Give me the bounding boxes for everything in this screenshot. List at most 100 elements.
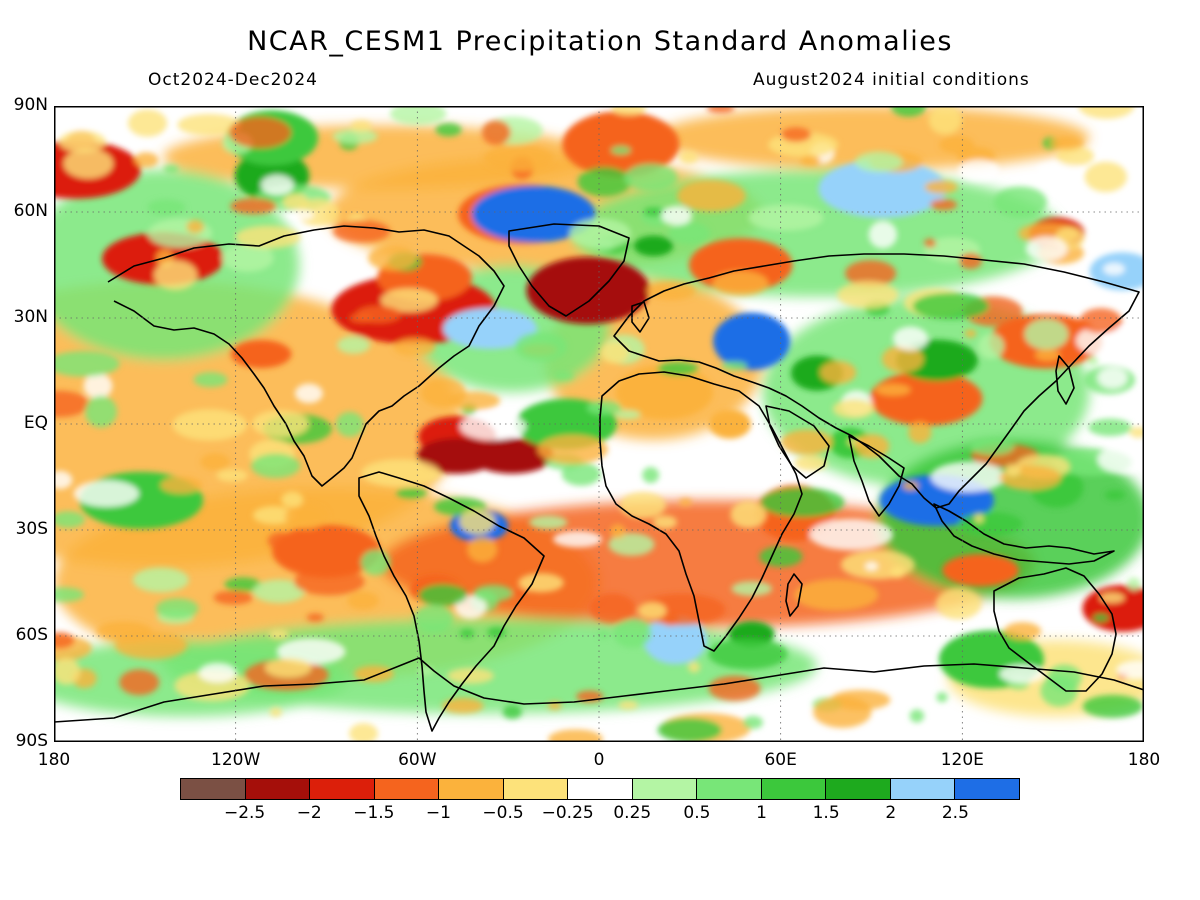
anomaly-speckle (668, 222, 711, 245)
anomaly-speckle (213, 590, 254, 605)
anomaly-speckle (442, 698, 484, 714)
forecast-period: Oct2024-Dec2024 (148, 70, 318, 90)
anomaly-speckle (172, 409, 248, 441)
anomaly-speckle (1049, 136, 1084, 150)
colorbar-label: −2.5 (223, 803, 266, 823)
anomaly-speckle (708, 675, 761, 701)
anomaly-speckle (854, 151, 903, 173)
anomaly-speckle (819, 360, 857, 384)
anomaly-speckle (83, 373, 113, 399)
anomaly-speckle (832, 399, 875, 419)
anomaly-speckle (481, 120, 511, 145)
anomaly-speckle (679, 150, 699, 164)
anomaly-speckle (54, 587, 85, 602)
colorbar-label: −1.5 (353, 803, 395, 823)
anomaly-speckle (284, 503, 329, 530)
anomaly-speckle (413, 604, 454, 633)
anomaly-speckle (1127, 577, 1141, 591)
anomaly-speckle (1097, 367, 1128, 389)
anomaly-speckle (177, 113, 242, 136)
anomaly-speckle (286, 210, 314, 221)
anomaly-speckle (356, 305, 402, 323)
anomaly-speckle (529, 515, 568, 530)
anomaly-speckle (970, 438, 1015, 456)
anomaly-speckle (1084, 161, 1128, 193)
anomaly-speckle (1103, 262, 1125, 276)
anomaly-speckle (224, 577, 262, 593)
anomaly-speckle (569, 218, 632, 249)
anomaly-speckle (891, 106, 927, 117)
anomaly-speckle (708, 638, 788, 670)
anomaly-speckle (296, 199, 340, 227)
colorbar-label: −1 (425, 803, 451, 823)
anomaly-speckle (1088, 418, 1132, 437)
anomaly-speckle (936, 692, 948, 703)
anomaly-speckle (281, 491, 304, 508)
lon-tick-label: 60W (398, 750, 437, 770)
anomaly-speckle (646, 281, 696, 301)
anomaly-speckle (1104, 489, 1126, 501)
anomaly-speckle (332, 220, 391, 243)
anomaly-dry-spot (562, 111, 680, 178)
colorbar-swatch (245, 779, 311, 799)
anomaly-speckle (609, 524, 626, 539)
anomaly-speckle (393, 338, 436, 357)
colorbar-swatch (374, 779, 440, 799)
anomaly-speckle (613, 619, 652, 648)
anomaly-speckle (282, 193, 309, 210)
lon-tick-label: 120E (940, 750, 984, 770)
anomaly-speckle (958, 159, 1000, 182)
anomaly-speckle (924, 180, 958, 194)
colorbar-label: 2.5 (941, 803, 969, 823)
anomaly-speckle (163, 164, 179, 174)
anomaly-speckle (657, 718, 722, 742)
colorbar-label: −0.5 (482, 803, 524, 823)
coast-australia (993, 567, 1117, 692)
anomaly-speckle (235, 225, 301, 249)
anomaly-speckle (930, 461, 1006, 493)
anomaly-speckle (252, 579, 306, 604)
anomaly-speckle (160, 476, 203, 494)
anomaly-speckle (306, 613, 324, 622)
colorbar-label: 0.5 (683, 803, 711, 823)
colorbar-swatch (890, 779, 956, 799)
anomaly-speckle (119, 669, 160, 696)
colorbar-swatch (439, 779, 504, 799)
anomaly-speckle (799, 155, 821, 166)
anomaly-speckle (619, 491, 667, 519)
anomaly-speckle (868, 220, 898, 249)
anomaly-speckle (809, 518, 894, 551)
anomaly-speckle (586, 400, 622, 415)
anomaly-dry-spot (615, 364, 714, 420)
anomaly-speckle (230, 198, 277, 215)
anomaly-speckle (712, 270, 769, 297)
anomaly-speckle (1099, 592, 1125, 604)
anomaly-speckle (600, 341, 629, 364)
lon-tick-label: 0 (593, 750, 605, 770)
colorbar-label: 0.25 (613, 803, 652, 823)
coast-north-america (107, 225, 505, 487)
anomaly-speckle (748, 204, 824, 231)
anomaly-wet-spot (633, 235, 674, 257)
anomaly-speckle (958, 511, 1023, 537)
anomaly-speckle (1092, 613, 1109, 623)
anomaly-speckle (186, 219, 205, 234)
anomaly-speckle (133, 152, 159, 168)
anomaly-speckle (1079, 308, 1123, 334)
chart-title: NCAR_CESM1 Precipitation Standard Anomal… (247, 26, 953, 57)
anomaly-speckle (337, 336, 371, 354)
anomaly-speckle (251, 453, 301, 479)
anomaly-speckle (200, 453, 230, 471)
colorbar-label: 2 (885, 803, 897, 823)
anomaly-speckle (54, 632, 75, 649)
anomaly-speckle (1056, 146, 1094, 166)
anomaly-speckle (1005, 464, 1021, 477)
anomaly-speckle (54, 657, 81, 685)
anomaly-speckle (198, 662, 237, 683)
anomaly-speckle (864, 561, 879, 571)
lon-tick-label: 120W (211, 750, 261, 770)
anomaly-speckle (447, 391, 501, 410)
anomaly-speckle (380, 288, 438, 313)
lat-tick-label: EQ (23, 413, 48, 433)
anomaly-speckle (459, 413, 527, 441)
